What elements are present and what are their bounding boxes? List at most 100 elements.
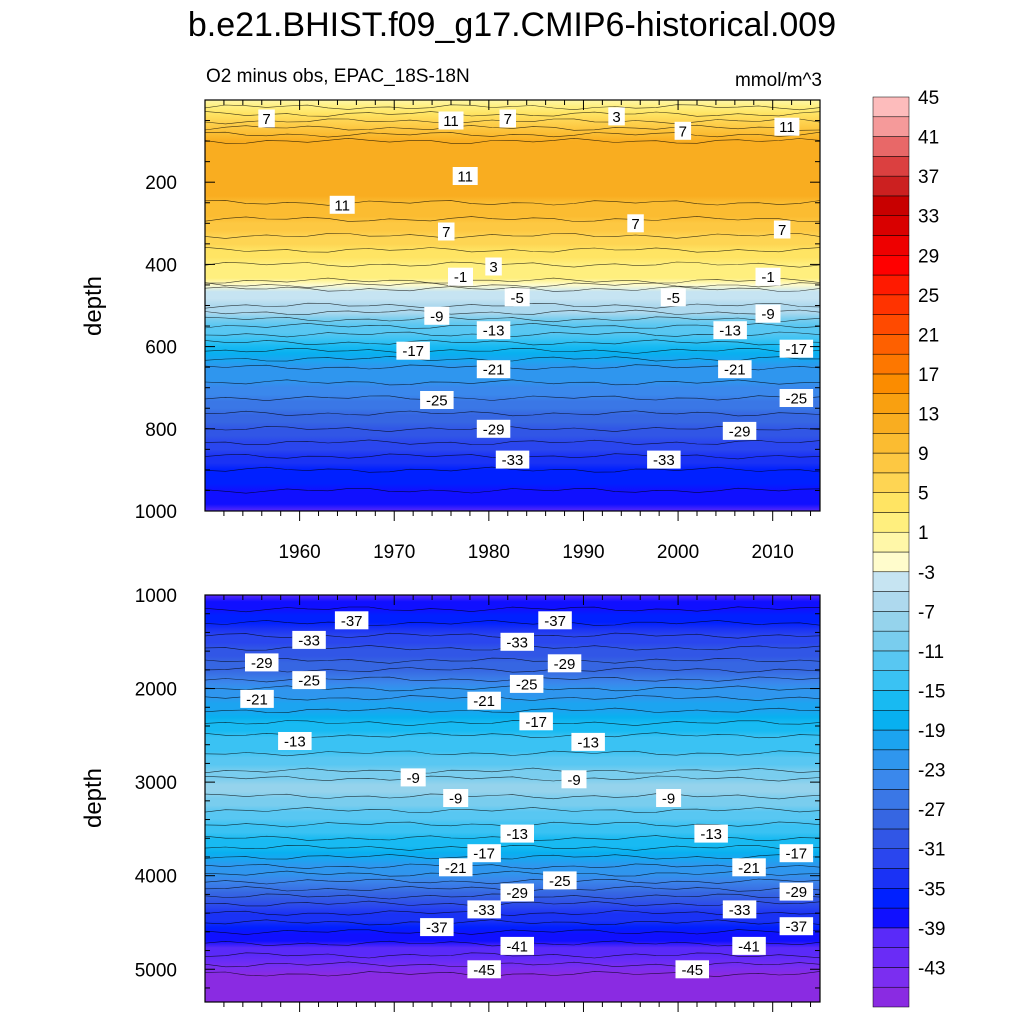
svg-text:-9: -9 — [567, 772, 580, 789]
colorbar-swatch — [872, 215, 910, 236]
svg-text:-29: -29 — [506, 885, 528, 902]
contour-label: 3 — [608, 107, 625, 126]
colorbar-label: -7 — [918, 602, 935, 623]
contour-line — [205, 200, 820, 206]
contour-line — [205, 807, 820, 813]
contour-line — [205, 870, 820, 877]
colorbar-label: -15 — [918, 682, 945, 703]
svg-text:-9: -9 — [407, 770, 420, 787]
svg-text:-33: -33 — [729, 902, 751, 919]
contour-label: -9 — [424, 306, 450, 325]
lower-panel: -37 -37-33 -33-29 -29-25 -25-21 -21-17-13 -13-… — [80, 586, 821, 1012]
colorbar-label: -11 — [918, 642, 944, 663]
svg-text:-21: -21 — [473, 693, 495, 710]
lower-ylabel: depth — [80, 768, 107, 828]
svg-text:-25: -25 — [549, 873, 571, 890]
lower-contour-labels: -37 -37-33 -33-29 -29-25 -25-21 -21-17-13 -13-… — [240, 611, 814, 979]
colorbar-label: -27 — [918, 800, 945, 821]
svg-text:-33: -33 — [506, 634, 528, 651]
contour-label: 7 — [499, 109, 516, 128]
colorbar-swatch — [872, 808, 910, 830]
contour-line — [205, 919, 820, 926]
colorbar-swatch — [872, 591, 910, 612]
svg-text:-33: -33 — [298, 632, 320, 649]
svg-text:-45: -45 — [473, 962, 495, 979]
svg-text:3: 3 — [489, 259, 497, 276]
colorbar-swatch — [872, 156, 910, 177]
svg-text:-17: -17 — [402, 343, 424, 360]
colorbar-swatch — [872, 393, 910, 414]
contour-label: -13 — [571, 732, 605, 751]
contour-label: -21 — [240, 689, 274, 708]
upper-contour-labels: 7 11 7 3 7 11 11 11 7 7 7 3 -1 -1 -5 -5 -9 -9 -13 -13 -17 -17… — [258, 107, 814, 469]
contour-label: -45 — [675, 960, 709, 979]
colorbar-swatch — [872, 413, 910, 434]
contour-label: -33 — [647, 450, 681, 469]
contour-label: -1 — [755, 267, 781, 286]
colorbar-swatch — [872, 670, 910, 691]
colorbar-label: 21 — [918, 325, 939, 346]
contour-label: -25 — [509, 674, 544, 693]
contour-label: -37 — [538, 611, 572, 630]
colorbar-swatch — [872, 373, 910, 394]
contour-label: 11 — [438, 111, 464, 130]
contour-line — [205, 619, 820, 626]
x-tick-label: 1970 — [373, 542, 415, 563]
svg-text:-29: -29 — [554, 656, 576, 673]
contour-label: -29 — [245, 653, 279, 672]
contour-label: -9 — [561, 770, 587, 789]
y-tick-label: 600 — [145, 338, 177, 359]
y-tick-label: 5000 — [135, 960, 177, 981]
colorbar-swatch — [872, 986, 910, 1008]
contour-line — [205, 309, 820, 315]
svg-text:-37: -37 — [426, 920, 448, 937]
svg-text:-17: -17 — [525, 714, 547, 731]
colorbar-swatch — [872, 274, 910, 296]
contour-label: -29 — [722, 421, 757, 440]
contour-label: -17 — [519, 712, 553, 731]
lower-frame — [204, 594, 821, 1003]
x-tick-label: 1980 — [468, 542, 510, 563]
y-tick-label: 1000 — [135, 502, 177, 523]
colorbar: 45 41 37 33 29 25 21 17 13 9 5 1 -3 -7 -11 -15 -19 -23 -27… — [872, 88, 945, 1008]
contour-label: -17 — [779, 339, 814, 358]
colorbar-swatch — [872, 828, 910, 849]
svg-text:-33: -33 — [653, 452, 675, 469]
contour-line — [205, 910, 820, 917]
colorbar-label: 37 — [918, 167, 939, 188]
y-tick-label: 400 — [145, 255, 177, 276]
colorbar-swatch — [872, 353, 910, 375]
svg-text:-5: -5 — [511, 290, 524, 307]
svg-text:-41: -41 — [738, 938, 760, 955]
contour-line — [205, 216, 820, 222]
colorbar-swatch — [872, 690, 910, 711]
svg-text:-29: -29 — [483, 421, 505, 438]
colorbar-swatch — [872, 294, 910, 315]
svg-text:-21: -21 — [246, 691, 268, 708]
contour-label: -37 — [420, 918, 454, 937]
contour-label: -25 — [779, 389, 814, 408]
svg-text:-13: -13 — [719, 323, 741, 340]
contour-line — [205, 395, 820, 402]
y-tick-label: 2000 — [135, 680, 177, 701]
contour-line — [205, 793, 820, 800]
colorbar-label: 9 — [918, 444, 929, 465]
y-tick-label: 1000 — [135, 586, 177, 607]
colorbar-swatch — [872, 888, 910, 909]
contour-line — [205, 775, 820, 782]
contour-line — [205, 854, 820, 860]
colorbar-swatch — [872, 96, 910, 118]
upper-panel: O2 minus obs, EPAC_18S-18N mmol/m^3 7 11 7… — [80, 66, 822, 563]
contour-label: -29 — [500, 883, 534, 902]
colorbar-swatch — [872, 551, 910, 573]
lower-field — [205, 595, 820, 1002]
svg-text:11: 11 — [779, 119, 795, 136]
contour-label: -33 — [292, 630, 326, 649]
upper-right-title: mmol/m^3 — [735, 70, 822, 91]
colorbar-swatch — [872, 175, 910, 197]
main-title: b.e21.BHIST.f09_g17.CMIP6-historical.009 — [188, 6, 836, 44]
contour-line — [205, 348, 820, 354]
contour-line — [205, 878, 820, 885]
colorbar-swatch — [872, 710, 910, 731]
